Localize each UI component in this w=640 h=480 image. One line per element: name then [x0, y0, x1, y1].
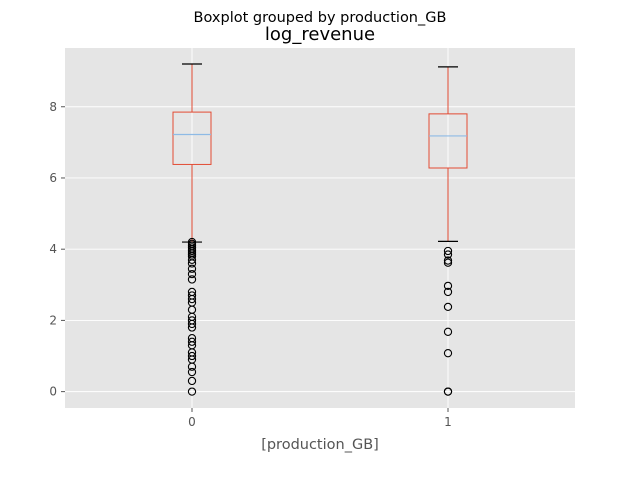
outlier-point	[443, 256, 453, 265]
iqr-box	[428, 113, 468, 169]
outlier-point	[187, 376, 197, 386]
y-tick-label: 4	[49, 242, 57, 256]
iqr-box	[172, 111, 212, 165]
outlier-point	[443, 387, 453, 396]
outlier-point	[187, 337, 197, 346]
y-tick-label: 2	[49, 313, 57, 327]
outlier-point	[443, 302, 453, 312]
outlier-point	[187, 255, 197, 265]
outlier-point	[187, 264, 197, 273]
outlier-point	[443, 349, 453, 358]
axis-ticks: 0 2 4 6 8 0 1	[49, 100, 451, 429]
outlier-point	[443, 250, 453, 259]
outlier-point	[187, 319, 197, 329]
x-axis-label: [production_GB]	[261, 437, 379, 453]
outlier-point	[443, 246, 453, 256]
box-group-1	[428, 66, 468, 396]
outlier-point	[443, 287, 453, 297]
y-tick-label: 8	[49, 100, 57, 114]
outlier-point	[187, 323, 197, 332]
figure-suptitle: Boxplot grouped by production_GB	[194, 10, 447, 26]
y-tick-label: 0	[49, 385, 57, 399]
boxes	[172, 63, 468, 396]
outlier-point	[187, 387, 197, 396]
outlier-point	[187, 275, 197, 284]
box-group-0	[172, 63, 212, 396]
grid-lines	[65, 48, 575, 408]
axes-title: log_revenue	[265, 24, 375, 45]
outlier-point	[443, 281, 453, 291]
outlier-point	[443, 258, 453, 267]
outlier-point	[187, 259, 197, 268]
outlier-point	[187, 294, 197, 304]
outlier-point	[443, 327, 453, 336]
plot-area	[65, 48, 575, 408]
outlier-point	[187, 367, 197, 377]
x-tick-label: 1	[444, 415, 452, 429]
y-tick-label: 6	[49, 171, 57, 185]
x-tick-label: 0	[188, 415, 196, 429]
outlier-point	[187, 269, 197, 279]
outlier-point	[187, 351, 197, 361]
outlier-point	[187, 362, 197, 371]
